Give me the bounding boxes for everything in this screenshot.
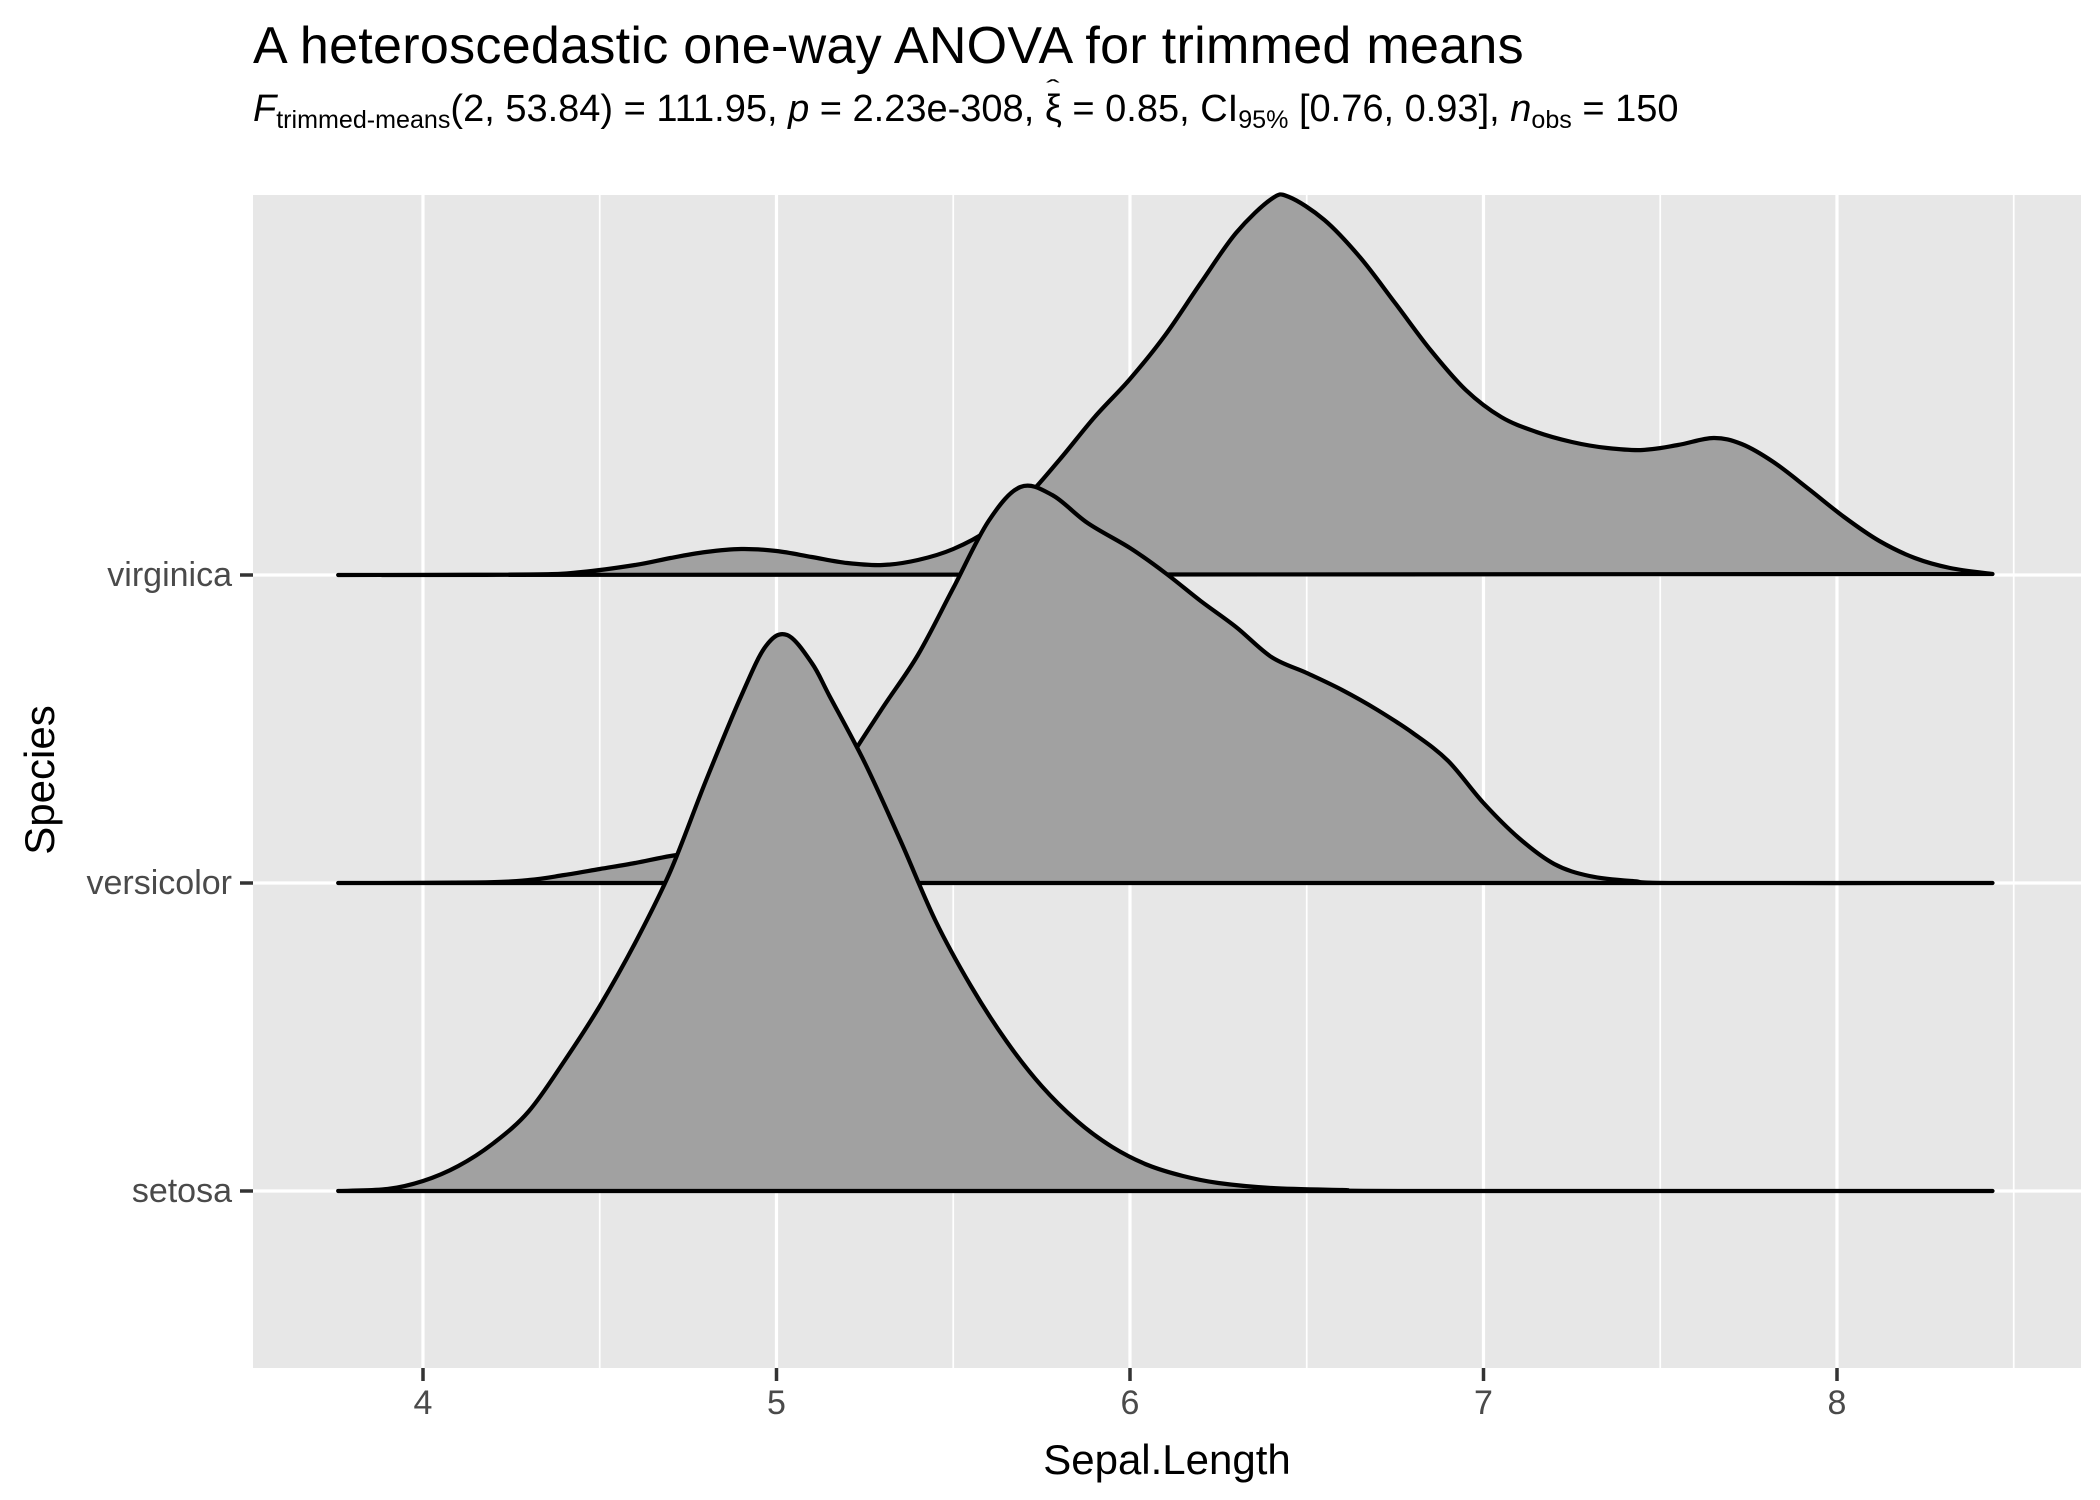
subtitle-fragment: n — [1510, 88, 1532, 130]
plot-subtitle: Ftrimmed-means(2, 53.84) = 111.95, p = 2… — [253, 74, 1679, 135]
x-tick-label-6: 6 — [1121, 1384, 1140, 1422]
y-tick-label-versicolor: versicolor — [87, 864, 232, 902]
subtitle-fragment: = 150 — [1571, 88, 1679, 130]
ridge-virginica — [336, 192, 1995, 578]
plot-title: A heteroscedastic one-way ANOVA for trim… — [253, 17, 1524, 75]
subtitle-fragment: F — [253, 88, 277, 130]
x-tick-label-8: 8 — [1828, 1384, 1847, 1422]
subtitle-fragment: p — [788, 88, 810, 130]
subtitle-fragment: trimmed-means — [276, 106, 451, 135]
subtitle-fragment: (2, 53.84) = 111.95, — [450, 88, 789, 130]
y-axis-title: Species — [16, 705, 63, 855]
subtitle-fragment: obs — [1531, 106, 1572, 135]
y-tick-label-setosa: setosa — [132, 1172, 232, 1210]
x-axis-title: Sepal.Length — [1043, 1436, 1291, 1483]
ridge-setosa — [336, 632, 1995, 1194]
y-tick-label-virginica: virginica — [107, 556, 232, 594]
x-tick-label-7: 7 — [1474, 1384, 1493, 1422]
x-tick-label-4: 4 — [414, 1384, 433, 1422]
hat-accent: ˆ — [1046, 74, 1060, 101]
subtitle-fragment: [0.76, 0.93], — [1288, 88, 1511, 130]
x-tick-label-5: 5 — [767, 1384, 786, 1422]
subtitle-fragment: 95% — [1238, 106, 1289, 135]
ridge-versicolor — [336, 483, 1995, 886]
subtitle-fragment: = 2.23e-308, — [809, 88, 1045, 130]
subtitle-fragment: = 0.85, CI — [1061, 88, 1239, 130]
